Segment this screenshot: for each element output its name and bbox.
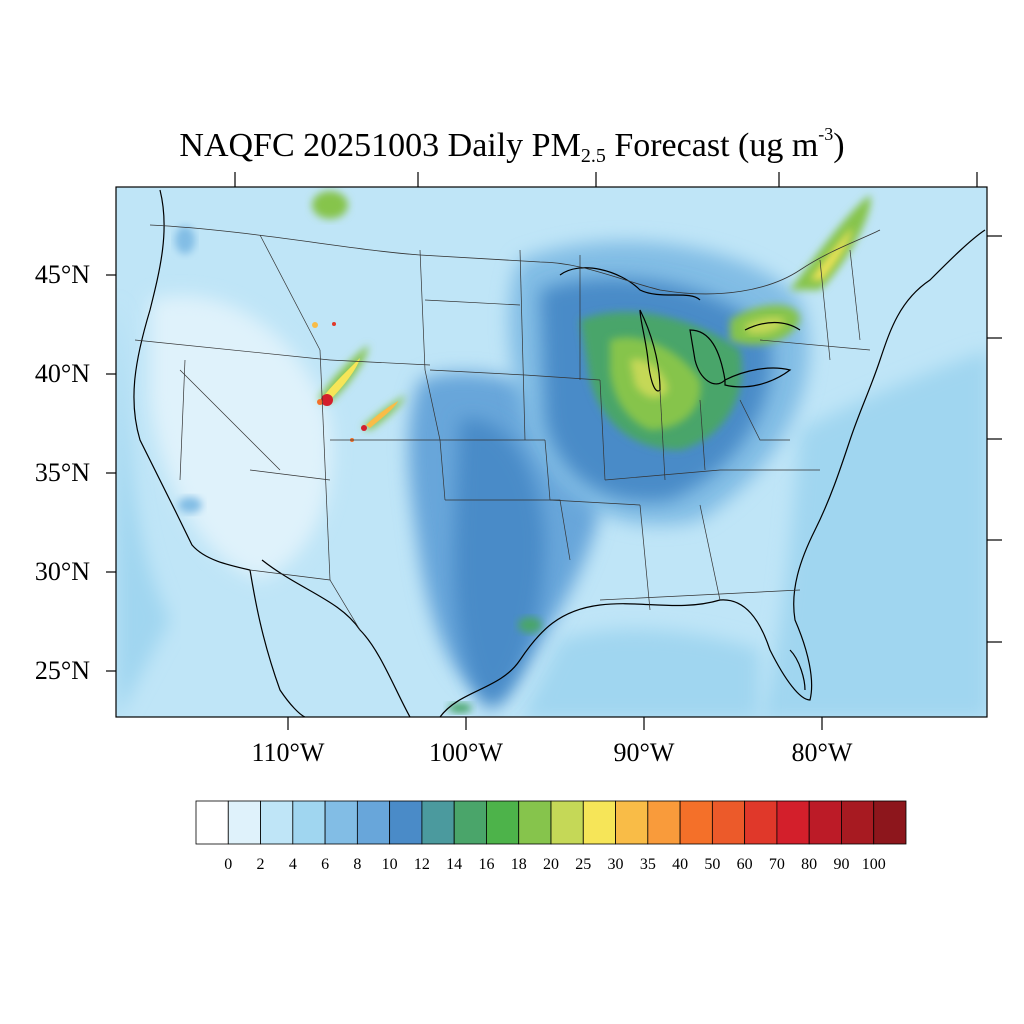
utah-fire-plume bbox=[318, 345, 369, 402]
southern-plains-blue-field bbox=[453, 418, 545, 710]
utah-fire-hotspot-2 bbox=[317, 399, 323, 405]
colorbar-label: 25 bbox=[575, 856, 592, 873]
colorado-fire-plume-core bbox=[366, 401, 398, 428]
colorbar-label: 50 bbox=[704, 856, 721, 873]
colorbar-swatch-10 bbox=[518, 800, 552, 845]
texas-green-spot bbox=[518, 617, 542, 633]
colorbar-swatch-19 bbox=[808, 800, 842, 845]
map-title: NAQFC 20251003 Daily PM2.5 Forecast (ug … bbox=[0, 112, 1024, 178]
colorbar-swatch-11 bbox=[550, 800, 584, 845]
title-superscript: -3 bbox=[818, 124, 834, 144]
colorbar-label: 20 bbox=[543, 856, 559, 873]
colorbar-label: 100 bbox=[861, 856, 886, 873]
colorbar-swatch-15 bbox=[679, 800, 713, 845]
colorbar-swatch-14 bbox=[647, 800, 681, 845]
quebec-plume-field bbox=[790, 195, 871, 290]
lon-label-80w: 80°W bbox=[791, 738, 853, 767]
colorbar-label: 2 bbox=[256, 856, 265, 873]
map-frame bbox=[115, 186, 988, 718]
title-subscript: 2.5 bbox=[580, 145, 606, 167]
colorbar-swatch-13 bbox=[615, 800, 649, 845]
wyoming-fire-hotspot bbox=[332, 322, 336, 326]
pacific-field bbox=[116, 300, 170, 717]
colorbar-label: 6 bbox=[321, 856, 330, 873]
colorbar-label: 18 bbox=[510, 856, 527, 873]
colorbar-label: 80 bbox=[801, 856, 818, 873]
colorbar-swatch-16 bbox=[711, 800, 746, 845]
lat-label-45: 45°N bbox=[34, 260, 90, 289]
mexico-green-spot bbox=[448, 703, 472, 713]
colorbar-swatch-20 bbox=[841, 800, 875, 845]
colorbar-label: 0 bbox=[224, 856, 233, 873]
ontario-plume-core bbox=[745, 317, 785, 335]
colorbar-swatch-4 bbox=[324, 800, 358, 845]
lat-label-35: 35°N bbox=[34, 458, 90, 487]
colorbar-swatch-18 bbox=[776, 800, 810, 845]
lat-label-25: 25°N bbox=[34, 656, 90, 685]
lat-label-30: 30°N bbox=[34, 557, 90, 586]
colorbar-label: 8 bbox=[353, 856, 362, 873]
atlantic-ocean-field bbox=[760, 351, 987, 717]
colorado-fire-hotspot bbox=[361, 425, 367, 431]
state-borders bbox=[134, 234, 871, 631]
colorbar-label: 12 bbox=[413, 856, 430, 873]
lat-label-40: 40°N bbox=[34, 359, 90, 388]
colorbar-label: 10 bbox=[381, 856, 398, 873]
colorbar-label: 35 bbox=[639, 856, 656, 873]
colorbar-swatch-9 bbox=[486, 800, 520, 845]
colorbar-label: 90 bbox=[833, 856, 850, 873]
colorbar-label: 16 bbox=[478, 856, 495, 873]
canada-border bbox=[149, 224, 881, 295]
great-lakes-yellow-field bbox=[630, 359, 668, 398]
axis-ticks bbox=[106, 172, 1002, 730]
lon-label-100w: 100°W bbox=[429, 738, 503, 767]
utah-fire-hotspot bbox=[321, 394, 333, 406]
lon-label-90w: 90°W bbox=[613, 738, 675, 767]
utah-fire-plume-core bbox=[322, 358, 360, 400]
idaho-fire-hotspot bbox=[312, 322, 318, 328]
colorbar-label: 60 bbox=[736, 856, 753, 873]
colorbar-label: 14 bbox=[446, 856, 463, 873]
colorbar-swatch-17 bbox=[744, 800, 778, 845]
colorbar-swatch-3 bbox=[292, 800, 326, 845]
colorbar-swatch-5 bbox=[356, 800, 391, 845]
la-spot bbox=[178, 497, 202, 513]
map-field bbox=[116, 187, 987, 717]
title-text-suffix: ) bbox=[833, 127, 845, 164]
colorbar-label: 4 bbox=[288, 856, 297, 873]
colorbar-label: 40 bbox=[672, 856, 689, 873]
montana-plume bbox=[312, 191, 348, 219]
colorbar-swatch-6 bbox=[389, 800, 423, 845]
colorbar-swatch-1 bbox=[227, 800, 261, 845]
seattle-spot bbox=[175, 226, 195, 254]
colorbar-label: 70 bbox=[768, 856, 785, 873]
lon-label-110w: 110°W bbox=[251, 738, 325, 767]
colorbar-swatch-2 bbox=[260, 800, 294, 845]
colorbar-swatch-21 bbox=[873, 800, 907, 845]
gulf-field bbox=[521, 629, 760, 717]
title-text-middle: Forecast (ug m bbox=[605, 127, 819, 164]
colorbar-swatch-7 bbox=[421, 800, 455, 845]
title-text: NAQFC 20251003 Daily PM bbox=[179, 127, 581, 164]
colorbar-swatch-8 bbox=[453, 800, 487, 845]
colorbar-swatch-0 bbox=[195, 800, 229, 845]
colorbar-label: 30 bbox=[607, 856, 624, 873]
colorbar-swatch-12 bbox=[582, 800, 616, 845]
